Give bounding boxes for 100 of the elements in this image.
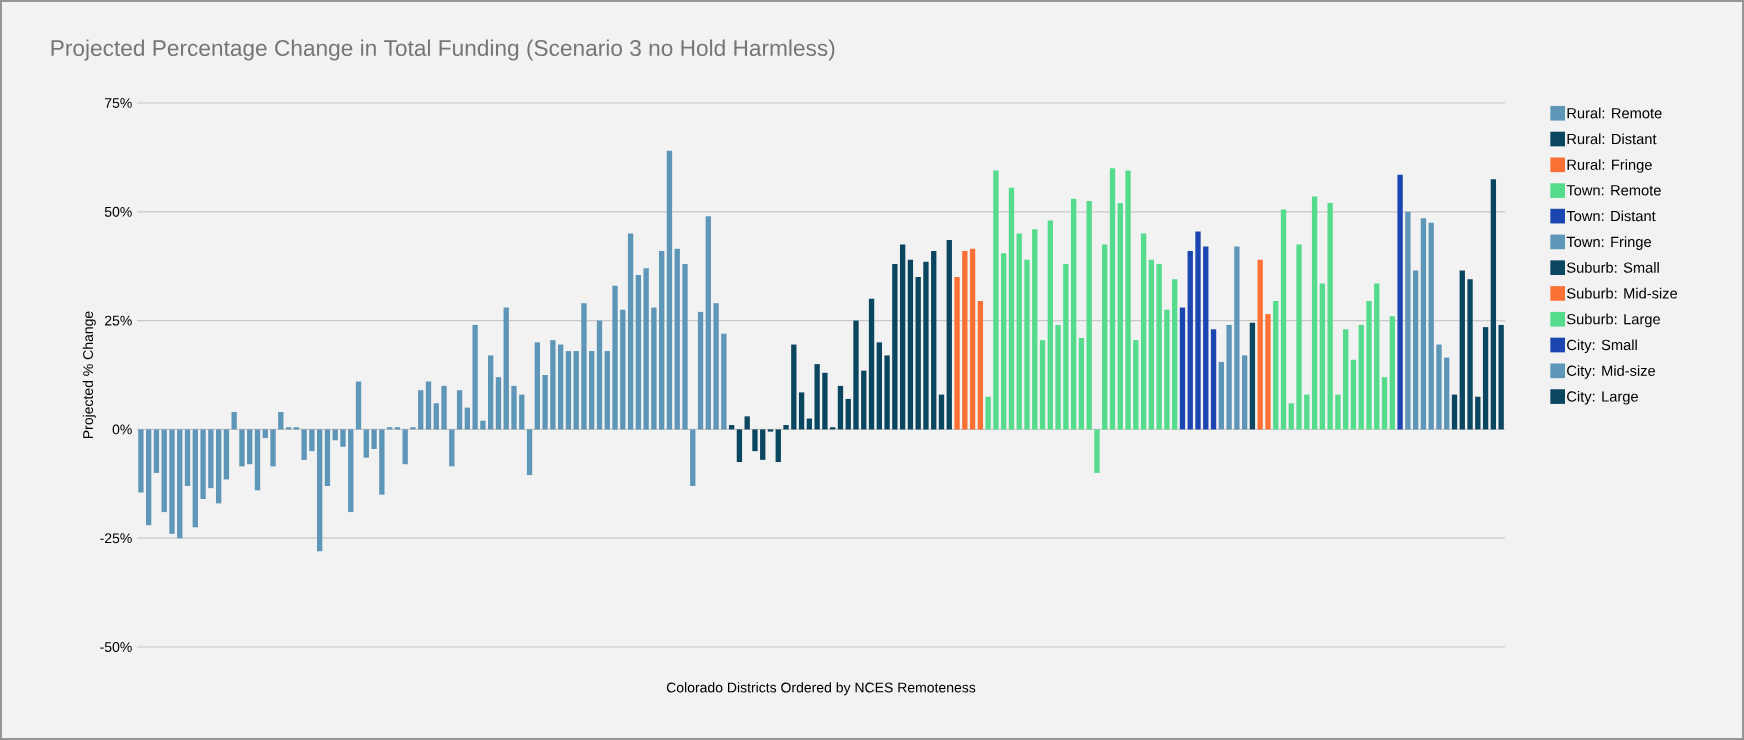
bar [1001, 253, 1007, 430]
bar [270, 429, 276, 467]
bar [184, 429, 191, 486]
bar [666, 150, 673, 430]
y-tick-label: -50% [100, 642, 132, 652]
bar [1125, 170, 1131, 430]
bar [1280, 209, 1287, 430]
bar [1148, 259, 1155, 430]
bar [938, 394, 945, 430]
bar [557, 344, 564, 430]
bar [1078, 338, 1085, 430]
bar [861, 370, 867, 430]
bar [1210, 329, 1217, 430]
bar [550, 340, 556, 430]
bar [1039, 340, 1046, 430]
bar [301, 429, 307, 460]
bar [845, 398, 851, 430]
bar [1109, 168, 1116, 430]
bar [1179, 307, 1186, 430]
bar [1172, 279, 1178, 430]
bar [1343, 329, 1349, 430]
bar [278, 411, 284, 430]
bar [534, 342, 540, 430]
bar [332, 429, 338, 441]
bar [433, 403, 439, 430]
bar [1265, 314, 1271, 430]
bar [1319, 283, 1326, 430]
bar [651, 307, 657, 430]
bar [791, 344, 797, 430]
bar [480, 420, 486, 430]
bar [907, 259, 914, 430]
bar [620, 309, 626, 430]
bar [262, 429, 268, 439]
bar [161, 429, 167, 513]
bar [1490, 179, 1497, 430]
bar [153, 429, 160, 473]
bar [254, 429, 261, 491]
bar [488, 355, 494, 430]
legend-label: Rural: Remote [1567, 107, 1662, 119]
bar [526, 429, 533, 476]
bar [690, 429, 696, 486]
legend-label: Suburb: Large [1567, 313, 1660, 328]
bar [231, 411, 237, 430]
bar [317, 429, 323, 552]
bar [200, 429, 206, 500]
bar [1288, 403, 1294, 430]
bar [1187, 250, 1193, 430]
bar [208, 429, 214, 489]
bar [1444, 357, 1450, 430]
bar [1016, 233, 1022, 430]
bar [969, 248, 976, 430]
bar [472, 324, 478, 430]
bar [1420, 218, 1427, 430]
bar [1482, 327, 1489, 430]
bar [402, 429, 408, 465]
bar [1366, 301, 1372, 430]
bar [223, 429, 230, 480]
legend-label: Town: Fringe [1566, 236, 1651, 250]
bar [363, 429, 369, 458]
bar [146, 429, 152, 526]
bar [1311, 196, 1318, 430]
bar [604, 351, 610, 430]
bar [495, 377, 502, 430]
bar [705, 216, 711, 430]
bar [868, 298, 875, 430]
bar [736, 429, 743, 463]
bar [1304, 394, 1310, 430]
bar [1055, 324, 1061, 430]
bar [1428, 222, 1434, 430]
bar [1102, 244, 1108, 430]
x-axis-title: Colorado Districts Ordered by NCES Remoteness [666, 682, 976, 696]
bar [1459, 270, 1465, 430]
bar [876, 342, 882, 430]
bar [1327, 203, 1333, 430]
bar [1070, 198, 1077, 430]
bar [783, 425, 789, 430]
bar [589, 351, 595, 430]
bar [674, 248, 680, 430]
bar [1249, 322, 1256, 430]
bar [775, 429, 781, 463]
bar [946, 240, 952, 430]
bar [1024, 259, 1030, 430]
bar [1467, 279, 1473, 430]
bar [798, 392, 805, 430]
chart-title: Projected Percentage Change in Total Funding (Scenario 3 no Hold Harmless) [51, 39, 835, 61]
bar [682, 264, 688, 430]
bar [425, 381, 432, 430]
bar [713, 303, 719, 430]
bar [1358, 324, 1364, 430]
bar [1381, 377, 1388, 430]
bar [643, 268, 649, 430]
bar [581, 303, 587, 430]
bar [744, 416, 750, 430]
bar [814, 364, 820, 430]
y-tick-label: 25% [104, 315, 132, 326]
bar [612, 285, 618, 430]
y-tick-label: -25% [100, 533, 132, 544]
bar [985, 396, 991, 430]
legend-label: Rural: Distant [1567, 133, 1657, 145]
legend-label: Suburb: Mid-size [1567, 287, 1678, 299]
